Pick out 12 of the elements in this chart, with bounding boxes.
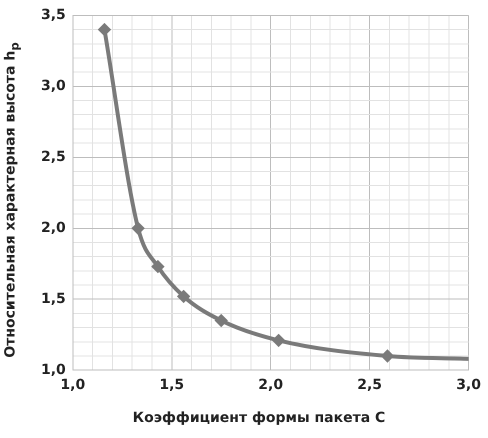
y-tick-label: 3,5 [40, 7, 66, 24]
x-tick-label: 2,0 [258, 377, 284, 394]
x-tick-label: 1,0 [60, 377, 86, 394]
y-tick-label: 2,0 [40, 220, 66, 236]
x-axis-title: Коэффициент формы пакета C [132, 410, 386, 426]
x-tick-label: 2,5 [357, 377, 382, 394]
y-tick-label: 1,0 [40, 362, 66, 378]
x-tick-label: 3,0 [456, 377, 482, 394]
y-tick-label: 3,0 [40, 78, 66, 94]
x-tick-label: 1,5 [159, 377, 184, 394]
y-tick-label: 2,5 [40, 148, 66, 165]
y-tick-label: 1,5 [40, 290, 66, 307]
